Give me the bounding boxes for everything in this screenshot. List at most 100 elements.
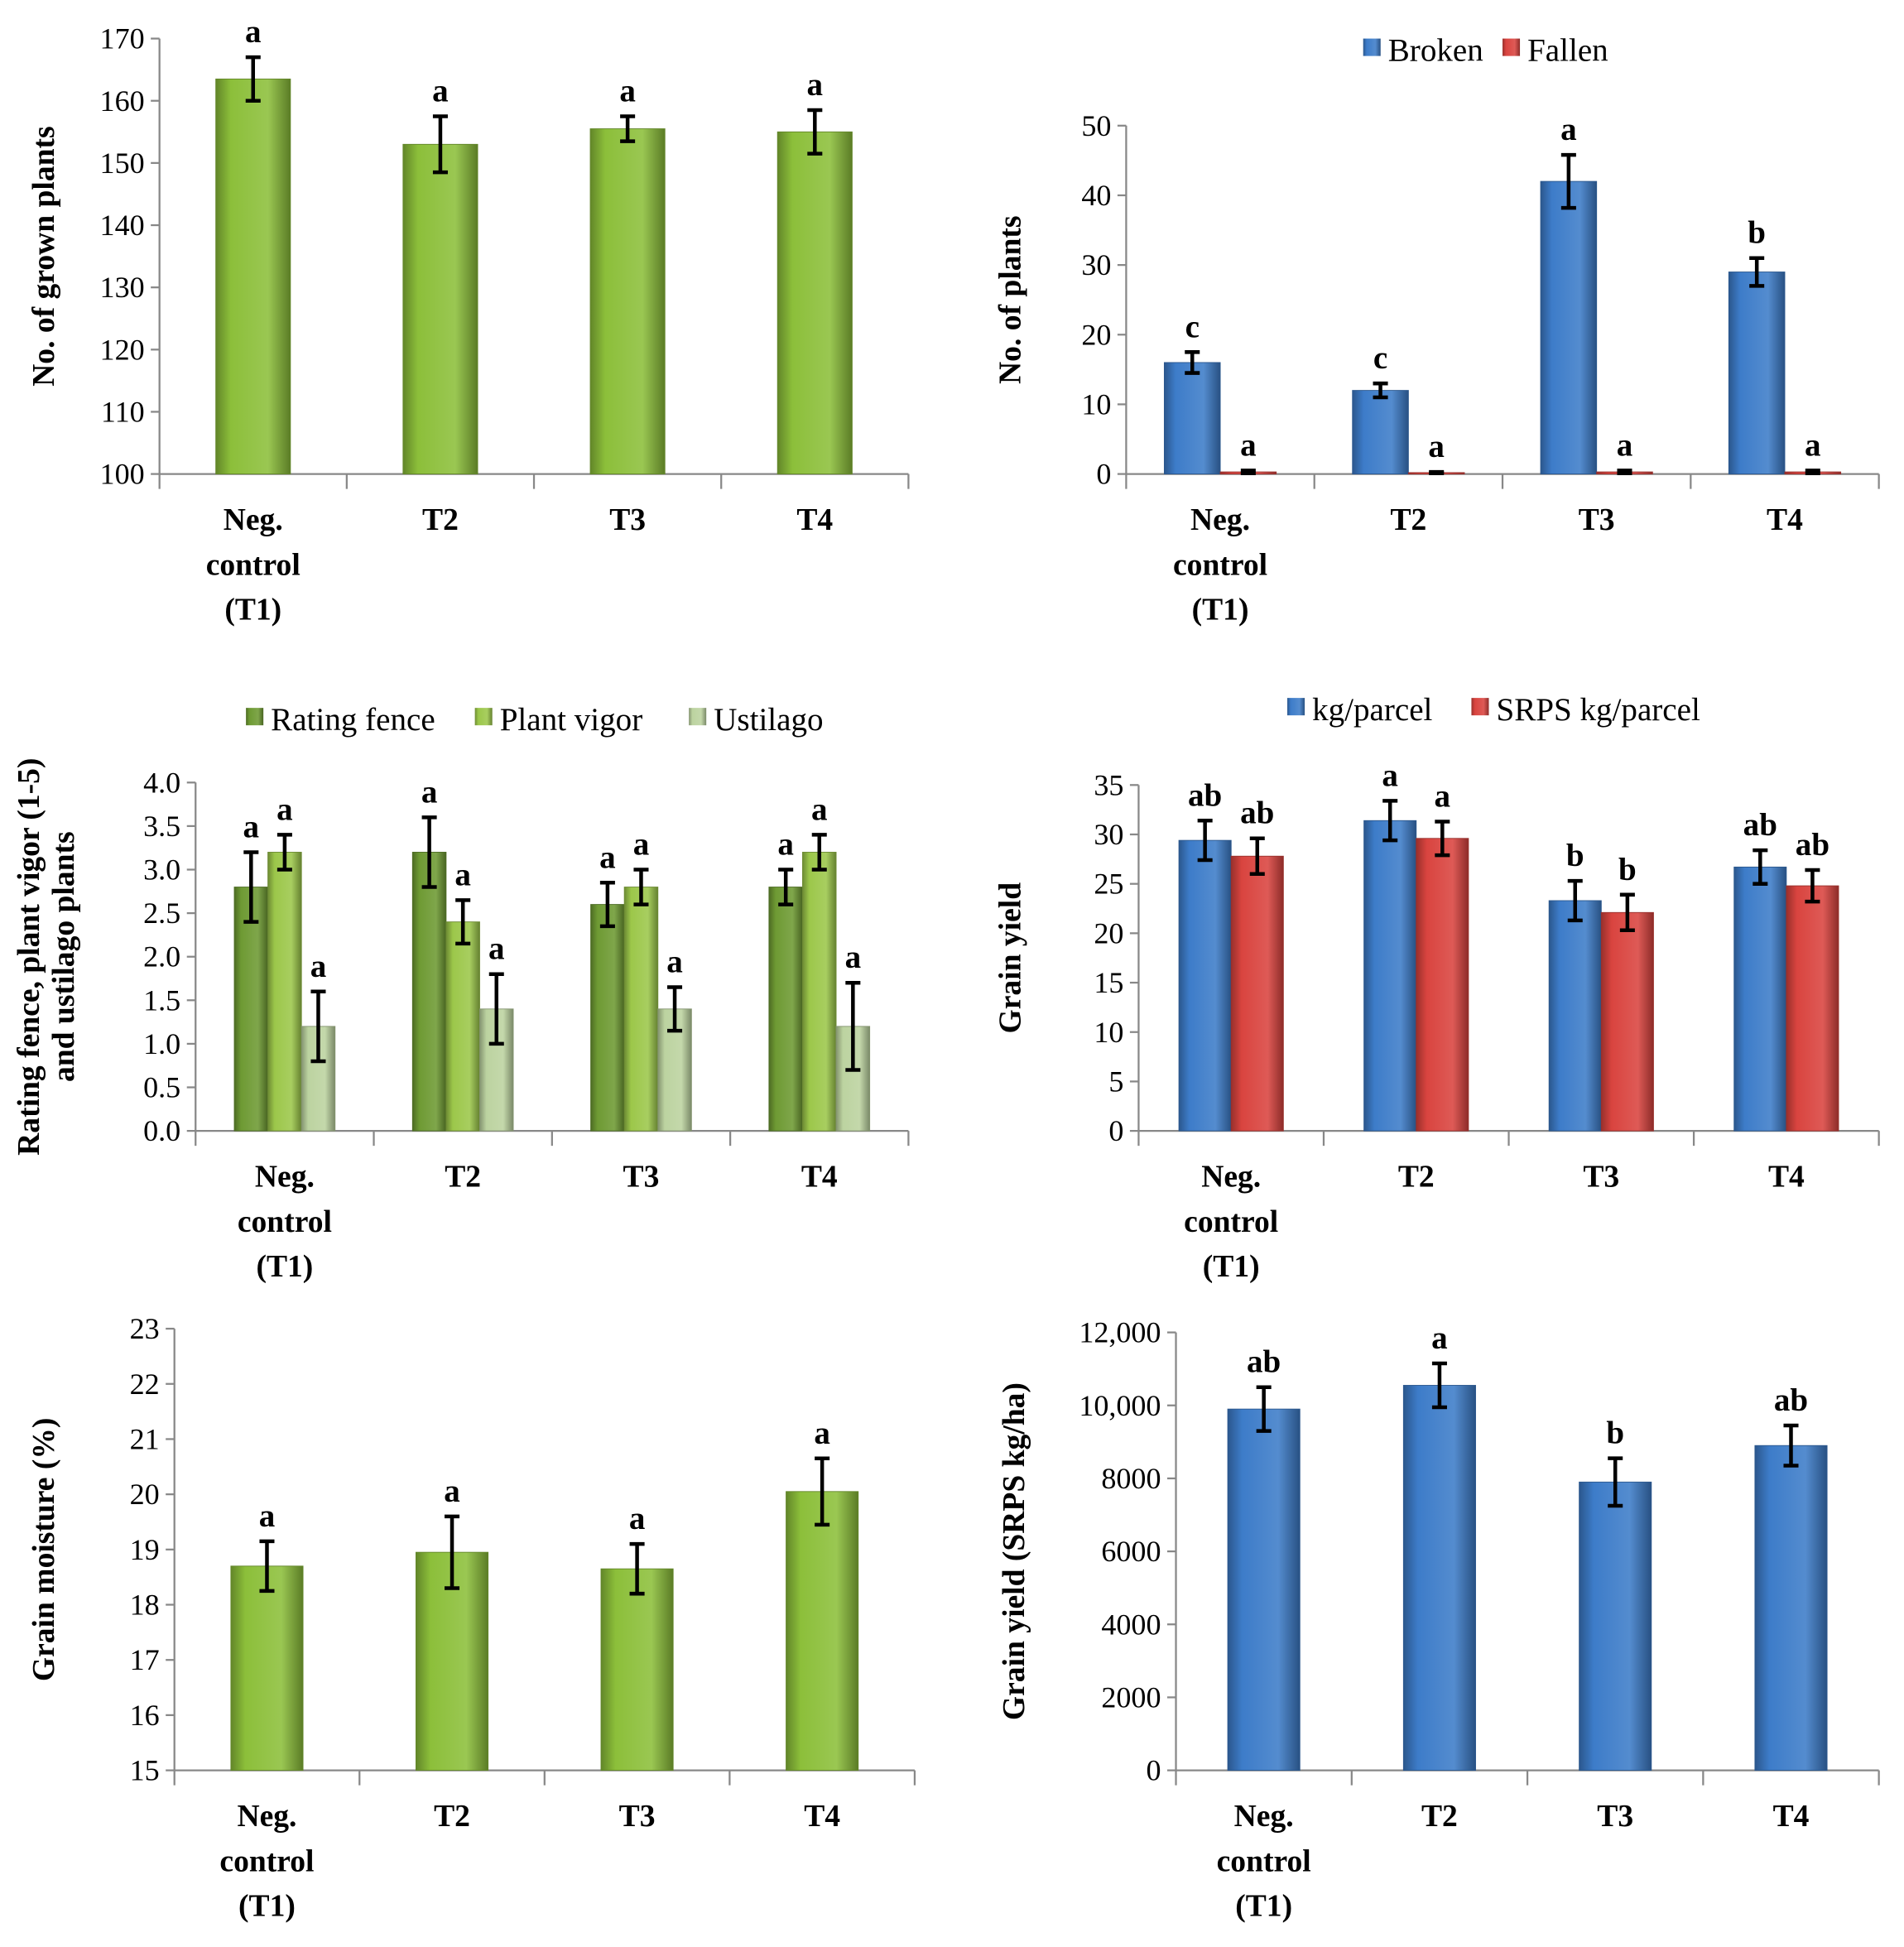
y-tick-label: 10 xyxy=(1081,387,1111,421)
chart-grainyield: 0 5 10 15 20 25 30 35 Grain yield Neg. control (T1)… xyxy=(994,692,1880,1284)
significance-letter: a xyxy=(310,949,327,984)
y-tick-label: 6000 xyxy=(1101,1535,1161,1568)
x-tick-label-line: Neg. xyxy=(1201,1161,1261,1195)
y-tick-label: 16 xyxy=(130,1699,160,1732)
significance-letter: a xyxy=(1431,1320,1448,1356)
y-tick-label: 2.0 xyxy=(143,940,180,974)
y-tick-label: 23 xyxy=(130,1312,160,1345)
significance-letter: a xyxy=(1560,112,1577,147)
x-tick-label-line: T4 xyxy=(804,1800,840,1834)
significance-letter: a xyxy=(1428,429,1445,464)
y-tick-label: 170 xyxy=(100,22,145,55)
x-tick-label-line: T2 xyxy=(434,1800,470,1834)
significance-letter: a xyxy=(488,931,505,967)
y-tick-label: 0 xyxy=(1146,1754,1161,1787)
significance-letter: a xyxy=(276,791,293,827)
significance-letter: ab xyxy=(1774,1382,1808,1418)
y-tick-label: 15 xyxy=(130,1754,160,1787)
significance-letter: b xyxy=(1748,215,1766,251)
significance-letter: a xyxy=(245,14,262,50)
x-tick-label-line: T2 xyxy=(1421,1800,1458,1834)
legend-swatch xyxy=(1287,698,1305,716)
bar-no-of-grown-plants xyxy=(589,128,666,475)
significance-letter: a xyxy=(432,73,449,108)
y-axis-label: Grain yield (SRPS kg/ha) xyxy=(998,1382,1031,1720)
x-tick-label: T4 xyxy=(801,1161,838,1195)
y-tick-label: 20 xyxy=(1094,916,1123,949)
y-axis-label-line: No. of grown plants xyxy=(27,126,61,386)
x-tick-label-line: T2 xyxy=(1398,1161,1435,1195)
x-tick-label-line: Neg. xyxy=(255,1161,315,1195)
y-tick-label: 1.0 xyxy=(143,1027,180,1060)
significance-letter: a xyxy=(1617,427,1633,463)
x-tick-label-line: control xyxy=(206,548,301,582)
x-tick-label-line: (T1) xyxy=(1192,593,1249,627)
significance-letter: a xyxy=(454,857,471,892)
x-tick-label-line: T4 xyxy=(1767,503,1803,537)
bar-kg-parcel xyxy=(1733,866,1787,1132)
legend-label: Rating fence xyxy=(271,702,435,738)
y-tick-label: 10 xyxy=(1094,1016,1123,1049)
y-axis-label-line: Grain yield (SRPS kg/ha) xyxy=(998,1382,1031,1720)
x-tick-label: T3 xyxy=(1583,1161,1619,1195)
x-tick-label-line: (T1) xyxy=(1203,1250,1260,1284)
bar-grain-moisture xyxy=(230,1565,304,1772)
chart-moisture: 15 16 17 18 19 20 21 22 23 Grain moisture (%) Neg.… xyxy=(27,1312,916,1923)
bar-srps-kg-parcel xyxy=(1600,911,1654,1132)
y-tick-label: 0 xyxy=(1096,458,1111,491)
x-tick-label: T3 xyxy=(609,503,646,537)
y-tick-label: 140 xyxy=(100,209,145,242)
bar-plant-vigor xyxy=(267,852,302,1132)
x-tick-label-line: control xyxy=(238,1205,332,1239)
legend-swatch xyxy=(246,708,264,726)
x-tick-label-line: Neg. xyxy=(1190,503,1250,537)
bar-plant-vigor xyxy=(802,852,837,1132)
y-tick-label: 40 xyxy=(1081,179,1111,212)
bar-broken xyxy=(1163,362,1221,475)
y-tick-label: 160 xyxy=(100,84,145,118)
significance-letter: a xyxy=(666,944,683,979)
bar-broken xyxy=(1352,390,1409,475)
legend-swatch xyxy=(1471,698,1489,716)
significance-letter: a xyxy=(807,67,824,103)
bar-rating-fence xyxy=(233,887,269,1132)
x-tick-label-line: control xyxy=(1217,1844,1311,1878)
significance-letter: a xyxy=(444,1473,460,1509)
x-tick-label-line: T3 xyxy=(1583,1161,1619,1195)
bar-grain-yield xyxy=(1754,1445,1828,1772)
significance-letter: a xyxy=(619,73,636,108)
y-tick-label: 20 xyxy=(130,1478,160,1511)
legend-label: Ustilago xyxy=(714,702,823,738)
y-tick-label: 2000 xyxy=(1101,1680,1161,1714)
bar-srps-kg-parcel xyxy=(1786,885,1839,1132)
y-tick-label: 4.0 xyxy=(143,766,180,799)
significance-letter: ab xyxy=(1188,777,1222,813)
legend-swatch xyxy=(689,708,707,726)
significance-letter: ab xyxy=(1240,796,1274,831)
significance-letter: a xyxy=(1240,427,1257,463)
x-tick-label-line: (T1) xyxy=(224,593,281,627)
bar-grain-yield xyxy=(1402,1385,1476,1772)
x-tick-label-line: T3 xyxy=(623,1161,660,1195)
y-axis-label: No. of plants xyxy=(994,215,1028,384)
x-tick-label-line: T2 xyxy=(1390,503,1426,537)
x-tick-label: Neg. control (T1) xyxy=(219,1800,314,1923)
x-tick-label-line: control xyxy=(1173,548,1267,582)
x-tick-label: Neg. control (T1) xyxy=(1173,503,1267,627)
y-tick-label: 2.5 xyxy=(143,897,180,930)
y-tick-label: 100 xyxy=(100,458,145,491)
x-tick-label-line: T3 xyxy=(609,503,646,537)
bar-grain-yield xyxy=(1579,1481,1652,1772)
significance-letter: ab xyxy=(1743,807,1777,843)
x-tick-label-line: (T1) xyxy=(1235,1889,1292,1923)
legend-label: Broken xyxy=(1388,33,1483,69)
y-tick-label: 17 xyxy=(130,1643,160,1676)
significance-letter: a xyxy=(629,1501,646,1536)
y-tick-label: 50 xyxy=(1081,109,1111,142)
x-tick-label-line: T4 xyxy=(796,503,833,537)
chart-grown: 100 110 120 130 140 150 160 170 No. of grown pla… xyxy=(27,14,910,627)
legend-swatch xyxy=(474,708,493,726)
x-tick-label: T2 xyxy=(434,1800,470,1834)
y-tick-label: 30 xyxy=(1081,248,1111,281)
x-tick-label: T3 xyxy=(623,1161,660,1195)
